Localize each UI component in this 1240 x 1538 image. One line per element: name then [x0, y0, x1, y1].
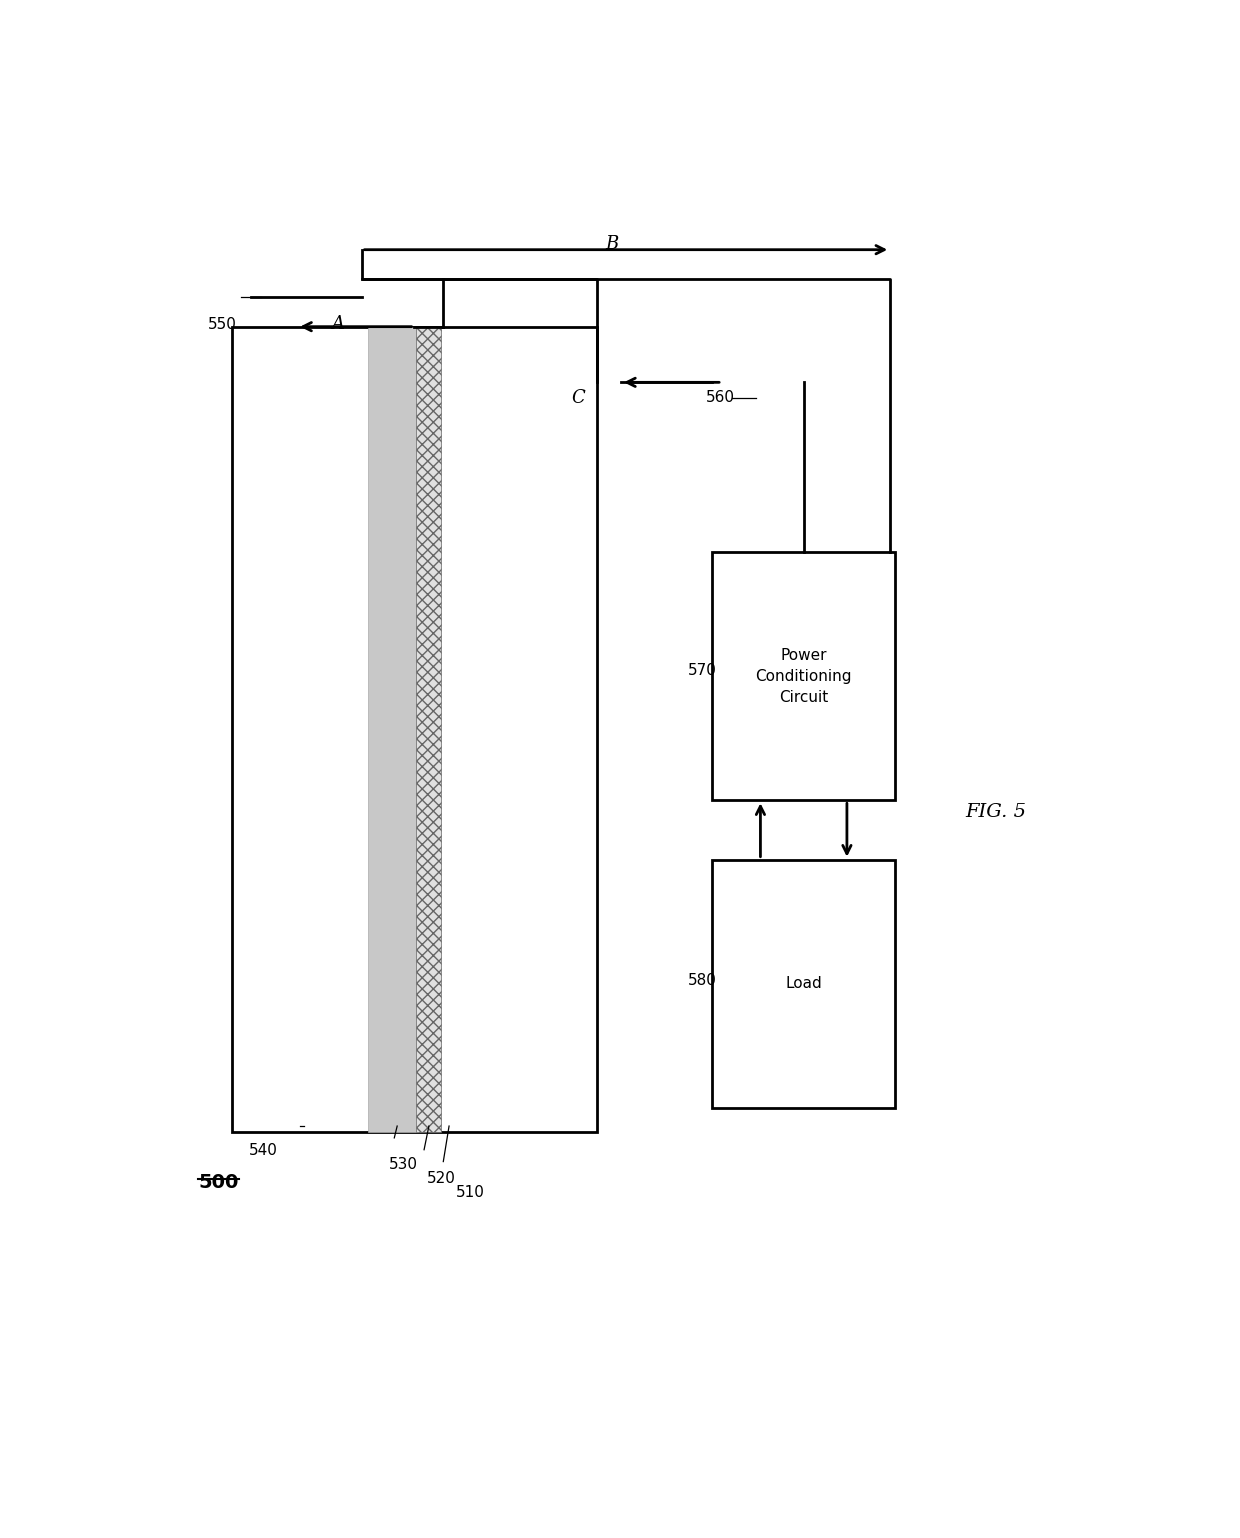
Text: 540: 540 [249, 1143, 278, 1158]
Bar [712, 552, 895, 800]
Bar [417, 326, 441, 1132]
Text: 560: 560 [706, 391, 734, 404]
Text: 510: 510 [456, 1186, 485, 1200]
Text: 550: 550 [208, 317, 237, 332]
Bar [232, 326, 596, 1132]
Text: B: B [605, 235, 618, 252]
Text: 580: 580 [688, 974, 717, 987]
Bar [368, 326, 418, 1132]
Text: FIG. 5: FIG. 5 [966, 803, 1027, 821]
Text: 500: 500 [198, 1173, 238, 1192]
Text: A: A [331, 315, 343, 334]
Text: 570: 570 [688, 663, 717, 678]
Bar [712, 860, 895, 1109]
Text: 530: 530 [388, 1157, 418, 1172]
Text: C: C [570, 389, 585, 406]
Text: 520: 520 [427, 1170, 456, 1186]
Text: Load: Load [785, 977, 822, 992]
Text: Power
Conditioning
Circuit: Power Conditioning Circuit [755, 647, 852, 704]
